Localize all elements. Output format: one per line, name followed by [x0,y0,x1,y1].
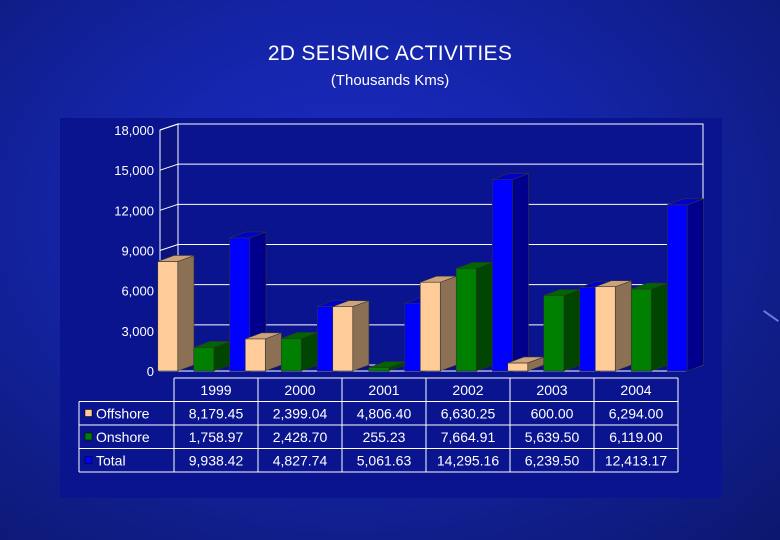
bar-front [157,261,179,372]
x-tick-label: 2003 [536,382,567,398]
bar-onshore-2004 [630,282,668,372]
y-tick-label: 18,000 [114,123,154,138]
data-label: 5,061.63 [357,453,412,469]
bar-total-2004 [666,198,704,372]
bar-onshore-2003 [543,289,581,372]
data-label: 2,399.04 [273,406,328,422]
bar-front [244,338,266,372]
data-label: 14,295.16 [437,453,499,469]
y-tick-label: 3,000 [121,324,154,339]
bar-front [193,347,215,372]
bar-side [614,280,632,372]
bar-top [492,173,529,180]
y-tick-label: 9,000 [121,244,154,259]
bar-top [157,255,195,262]
x-tick-label: 2004 [620,382,651,398]
bar-onshore-2001 [368,361,406,372]
bar-onshore-2000 [280,332,318,372]
bar-side [650,282,668,372]
bar-offshore-2004 [594,280,632,372]
bar-top [332,300,370,307]
bar-front [666,204,688,372]
data-label: 4,806.40 [357,406,412,422]
bar-side [475,261,493,372]
bar-front [280,338,302,372]
data-label: 6,239.50 [525,453,580,469]
gridline-side [159,163,179,171]
x-tick-label: 1999 [200,382,231,398]
bar-offshore-2002 [419,275,457,372]
bar-offshore-2000 [244,332,282,372]
legend-swatch-onshore [84,432,93,441]
x-tick-label: 2002 [452,382,483,398]
data-label: 7,664.91 [441,429,496,445]
data-label: 6,119.00 [609,429,663,445]
bar-front [594,286,616,372]
data-label: 9,938.42 [189,453,244,469]
data-label: 5,639.50 [525,429,580,445]
data-label: 6,294.00 [609,406,664,422]
bar-top [595,280,632,288]
y-tick-label: 15,000 [114,163,154,178]
bar-front [543,295,565,372]
y-tick-label: 12,000 [114,203,154,218]
chart-subtitle: (Thousands Kms) [330,72,450,89]
bar-front [507,362,529,372]
chart-title: 2D SEISMIC ACTIVITIES [267,42,513,65]
gridline-side [159,244,179,251]
y-tick-label: 6,000 [121,284,154,299]
bar-front [630,288,652,372]
bar-offshore-2001 [332,300,370,372]
bar-side [563,289,581,372]
x-tick-label: 2001 [368,382,399,398]
bar-front [455,268,477,372]
bar-offshore-1999 [157,255,195,372]
data-label: 255.23 [363,429,406,445]
y-tick-label: 0 [147,364,154,379]
bar-front [419,281,441,372]
data-label: 600.00 [531,406,574,422]
x-tick-label: 2000 [284,382,315,398]
bar-side [352,300,370,372]
legend-label-total: Total [96,453,126,469]
legend-label-onshore: Onshore [96,429,150,445]
legend-swatch-offshore [84,409,93,417]
bar-front [491,179,513,372]
bar-top [667,198,704,206]
bar-front [368,367,390,372]
legend-swatch-total [84,456,93,464]
bar-side [300,332,318,372]
bar-side [177,255,195,372]
bar-onshore-1999 [193,341,231,372]
data-label: 6,630.25 [441,406,496,422]
data-label: 4,827.74 [273,453,328,469]
bar-top [245,332,282,340]
data-label: 8,179.45 [189,406,244,422]
bar-side [439,275,457,372]
bar-total-2002 [491,173,529,372]
data-label: 2,428.70 [273,429,328,445]
legend-label-offshore: Offshore [96,406,150,422]
bar-side [264,332,282,372]
bar-top [229,231,267,239]
bar-side [686,198,704,372]
bar-front [332,306,354,372]
data-label: 12,413.17 [605,453,667,469]
bar-onshore-2002 [455,261,493,372]
gridline-side [159,203,179,211]
data-label: 1,758.97 [189,429,244,445]
bar-side [511,173,529,372]
gridline-side [159,123,179,131]
